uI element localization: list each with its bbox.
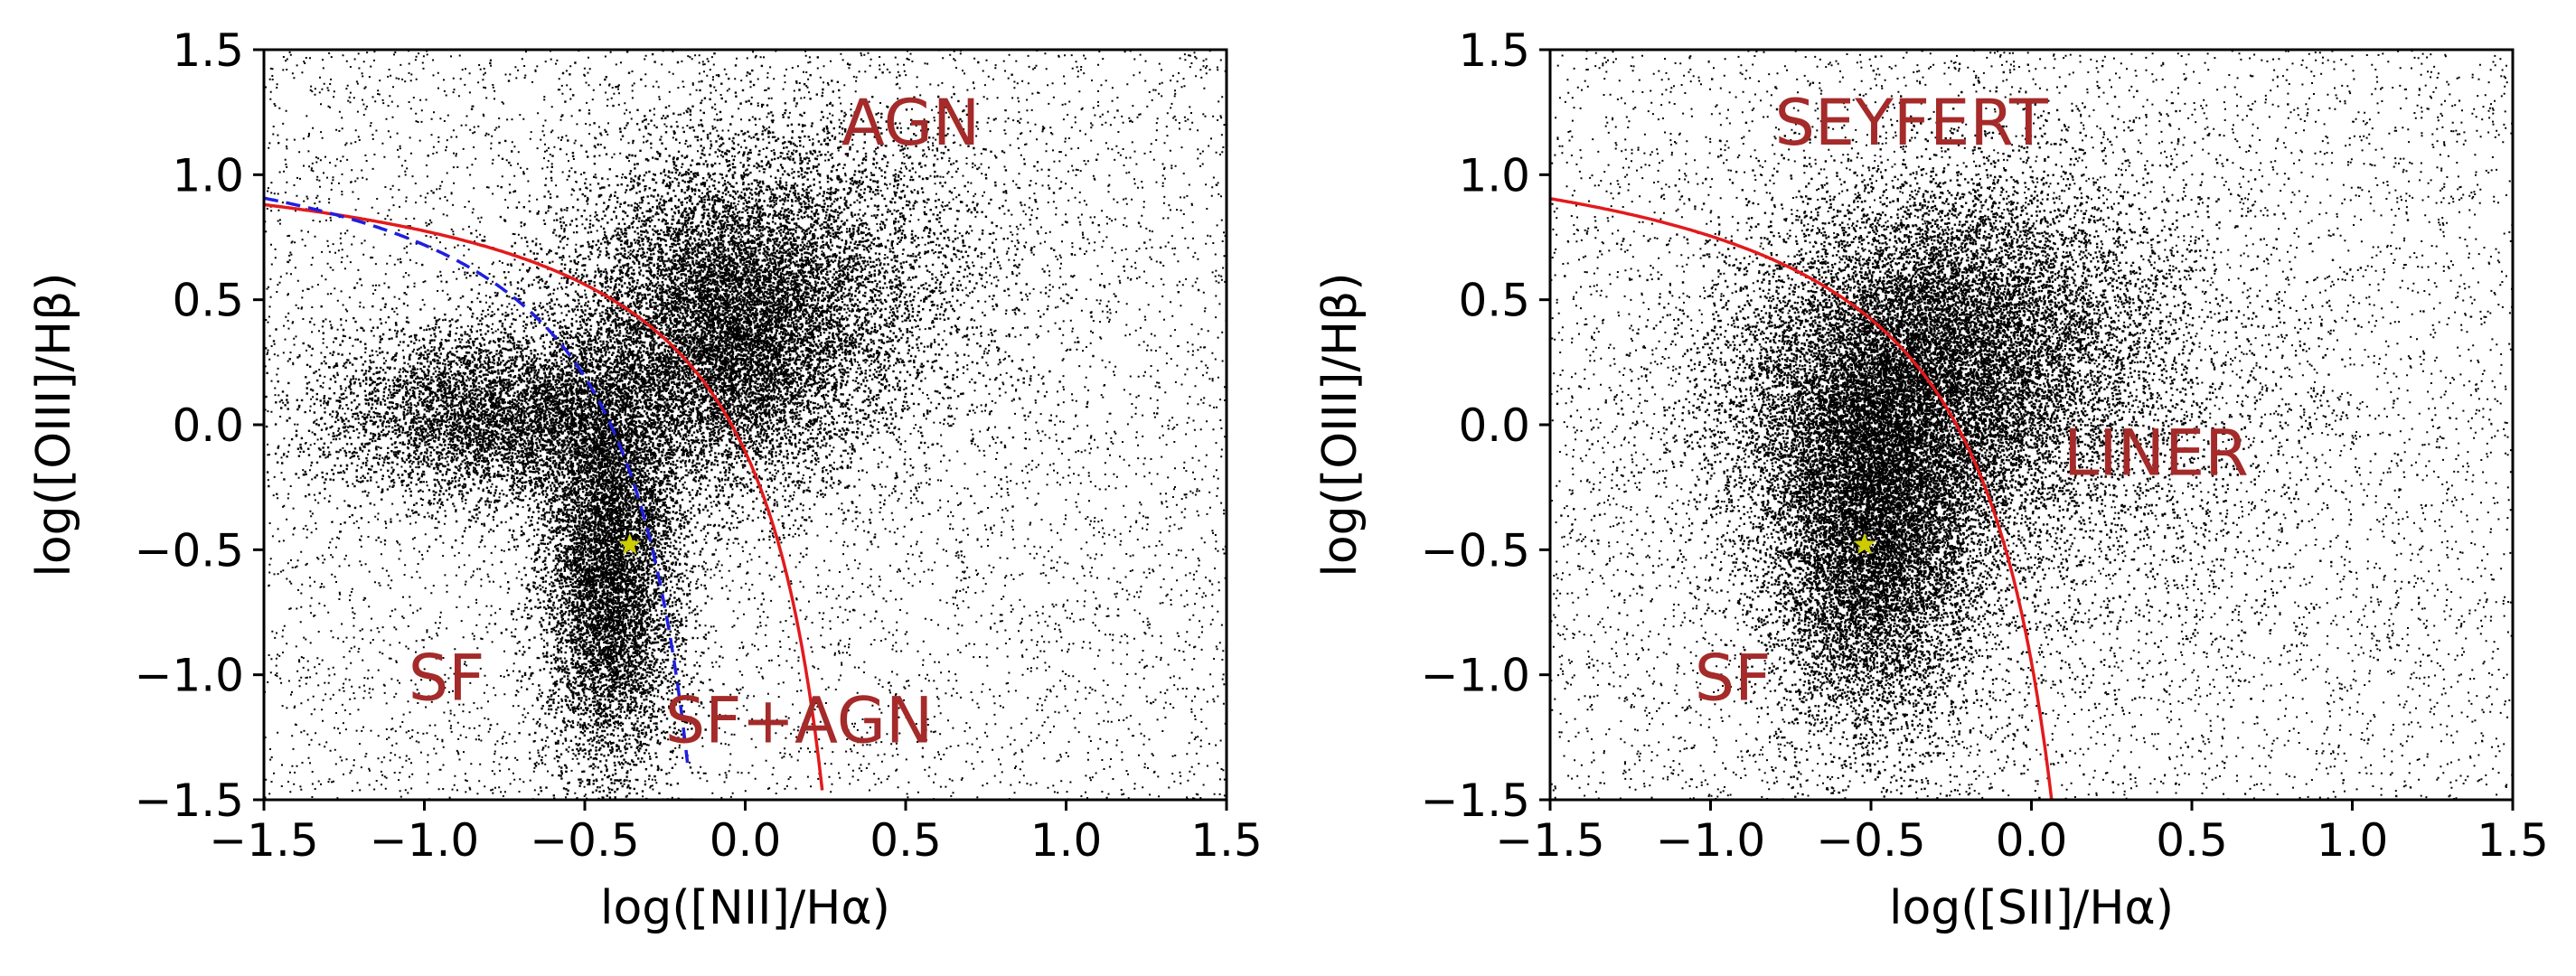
x-tick-label: 0.5 xyxy=(870,814,942,867)
y-tick-label: 1.5 xyxy=(172,24,244,77)
x-tick-label: 1.0 xyxy=(1030,814,1103,867)
x-tick-label: 0.0 xyxy=(710,814,782,867)
y-tick-label: −1.0 xyxy=(135,650,244,702)
region-label: AGN xyxy=(841,86,980,160)
y-tick-label: −1.0 xyxy=(1421,650,1530,702)
region-label: SF+AGN xyxy=(665,683,934,757)
x-tick-label: 1.5 xyxy=(1190,814,1263,867)
y-tick-label: −1.5 xyxy=(1421,774,1530,827)
region-label: LINER xyxy=(2064,416,2249,490)
region-label: SEYFERT xyxy=(1775,86,2048,160)
region-label: SF xyxy=(409,641,485,715)
y-tick-label: 1.0 xyxy=(172,149,244,202)
y-tick-label: −0.5 xyxy=(135,524,244,577)
region-label: SF xyxy=(1695,641,1772,715)
nii-bpt-panel: AGN SF SF+AGN −1.5 −1.0 −0.5 0.0 0.5 1.0 1.5 −1.… xyxy=(27,0,1263,976)
y-tick-label: −1.5 xyxy=(135,774,244,827)
y-tick-label: 0.5 xyxy=(1458,275,1530,327)
x-tick-label: 1.5 xyxy=(2477,814,2549,867)
x-ticks: −1.5 −1.0 −0.5 0.0 0.5 1.0 1.5 xyxy=(1495,800,2548,867)
y-tick-label: 0.0 xyxy=(1458,399,1530,452)
y-tick-label: 0.0 xyxy=(172,399,244,452)
y-tick-label: −0.5 xyxy=(1421,524,1530,577)
y-axis-label: log([OIII]/Hβ) xyxy=(1313,272,1368,577)
y-axis-label: log([OIII]/Hβ) xyxy=(27,272,81,577)
x-axis-label: log([NII]/Hα) xyxy=(600,881,890,935)
y-ticks: −1.5 −1.0 −0.5 0.0 0.5 1.0 1.5 xyxy=(1421,24,1550,827)
y-tick-label: 1.5 xyxy=(1458,24,1530,77)
x-tick-label: −1.0 xyxy=(370,814,479,867)
y-tick-label: 0.5 xyxy=(172,275,244,327)
x-ticks: −1.5 −1.0 −0.5 0.0 0.5 1.0 1.5 xyxy=(209,800,1262,867)
x-axis-label: log([SII]/Hα) xyxy=(1889,881,2174,935)
x-tick-label: 1.0 xyxy=(2317,814,2389,867)
x-tick-label: −0.5 xyxy=(1816,814,1925,867)
x-tick-label: 0.0 xyxy=(1996,814,2068,867)
x-tick-label: −0.5 xyxy=(530,814,639,867)
y-tick-label: 1.0 xyxy=(1458,149,1530,202)
y-ticks: −1.5 −1.0 −0.5 0.0 0.5 1.0 1.5 xyxy=(135,24,264,827)
x-tick-label: −1.0 xyxy=(1656,814,1765,867)
x-tick-label: 0.5 xyxy=(2156,814,2228,867)
